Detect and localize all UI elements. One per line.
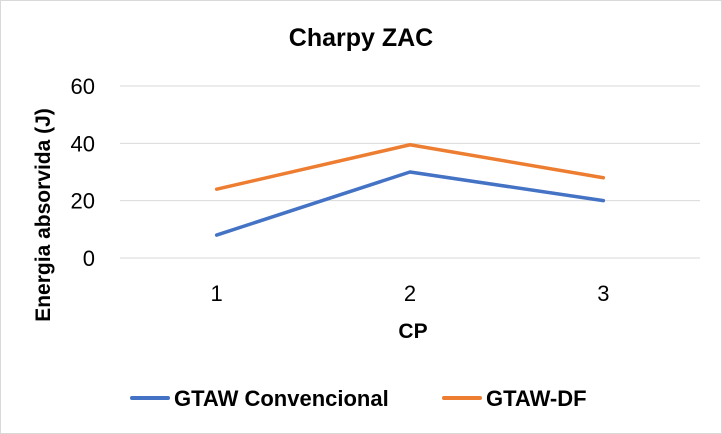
x-tick-label-2: 2 (404, 281, 416, 306)
legend-label-2: GTAW-DF (486, 386, 587, 411)
x-tick-label-3: 3 (597, 281, 609, 306)
x-axis-label: CP (398, 320, 427, 343)
chart-title: Charpy ZAC (289, 24, 433, 52)
series-line-1 (214, 170, 606, 237)
y-axis-ticks: 0 20 40 60 (71, 74, 95, 271)
x-axis-ticks: 1 2 3 (211, 281, 610, 306)
y-tick-label-0: 0 (83, 246, 95, 271)
y-tick-label-20: 20 (71, 189, 95, 214)
y-tick-label-40: 40 (71, 131, 95, 156)
series-line-2 (214, 143, 606, 191)
y-tick-label-60: 60 (71, 74, 95, 99)
series-lines (214, 143, 606, 237)
legend-label-1: GTAW Convencional (174, 386, 389, 411)
x-tick-label-1: 1 (211, 281, 223, 306)
y-axis-label: Energia absorvida (J) (32, 108, 55, 322)
legend: GTAW Convencional GTAW-DF (130, 386, 587, 411)
